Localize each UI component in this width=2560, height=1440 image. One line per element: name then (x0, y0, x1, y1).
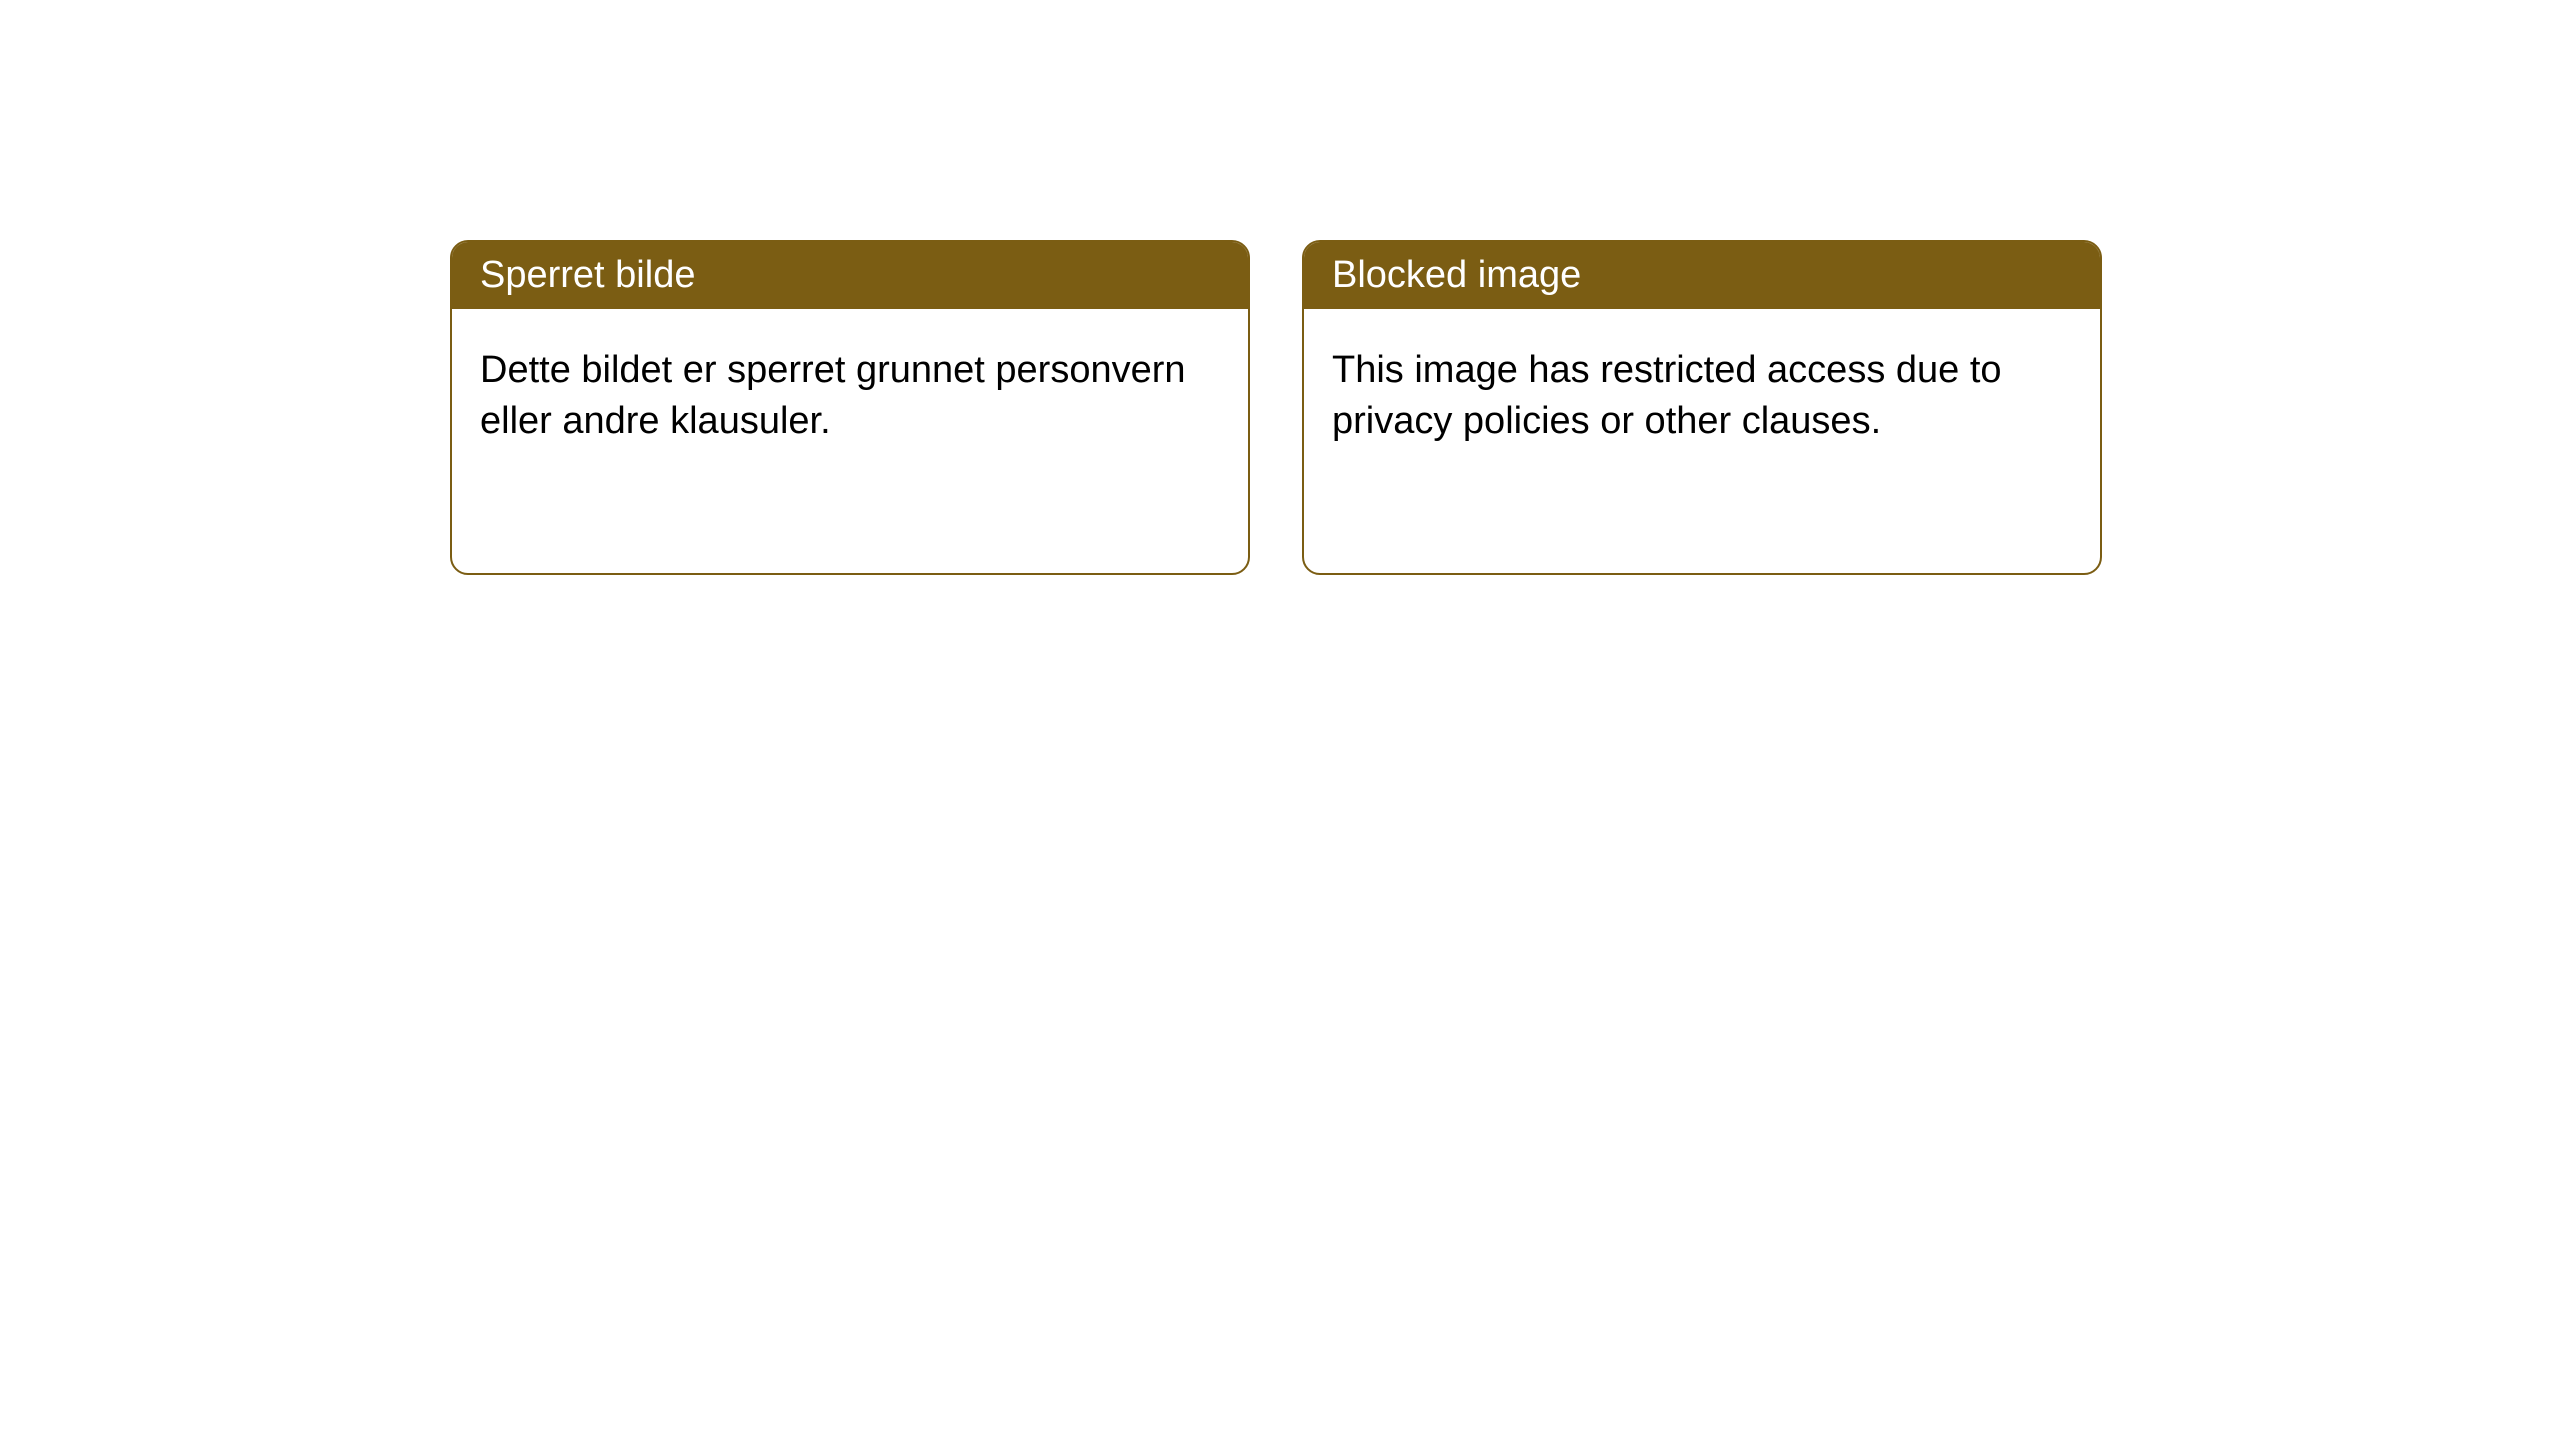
card-header-norwegian: Sperret bilde (452, 242, 1248, 309)
card-body-norwegian: Dette bildet er sperret grunnet personve… (452, 309, 1248, 484)
card-body-english: This image has restricted access due to … (1304, 309, 2100, 484)
blocked-image-card-norwegian: Sperret bilde Dette bildet er sperret gr… (450, 240, 1250, 575)
blocked-image-card-english: Blocked image This image has restricted … (1302, 240, 2102, 575)
card-header-english: Blocked image (1304, 242, 2100, 309)
notice-cards-container: Sperret bilde Dette bildet er sperret gr… (450, 240, 2102, 575)
